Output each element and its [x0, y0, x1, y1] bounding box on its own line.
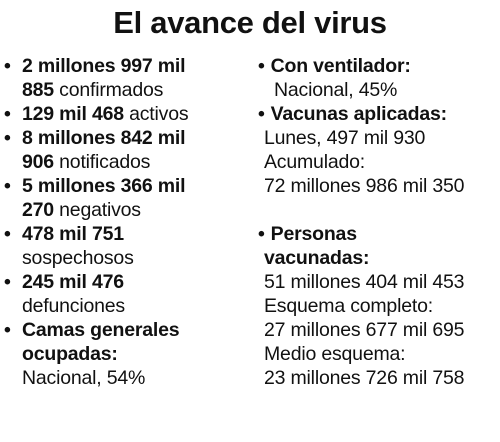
stat-heading: Vacunas aplicadas:	[270, 103, 448, 125]
stat-label: notificados	[53, 151, 151, 173]
stat-value: 129 mil 468	[22, 103, 124, 125]
stat-value: 245 mil 476	[22, 271, 124, 293]
stat-notificados: • 8 millones 842 mil 906 notificados	[4, 126, 248, 174]
stat-label: Lunes, 497 mil 930	[264, 127, 426, 149]
page-title: El avance del virus	[113, 5, 387, 40]
stat-heading: Camas generales	[22, 319, 180, 341]
right-column: • Con ventilador: Nacional, 45% • Vacunas …	[252, 54, 498, 390]
stat-value: 478 mil 751	[22, 223, 124, 245]
stat-label: Nacional, 54%	[22, 367, 146, 389]
stat-ventilador: • Con ventilador: Nacional, 45%	[252, 54, 498, 102]
bullet-icon: •	[4, 271, 11, 293]
stat-sospechosos: • 478 mil 751 sospechosos	[4, 222, 248, 270]
stat-label: Acumulado:	[264, 151, 365, 173]
stat-personas-vacunadas: • Personas vacunadas: 51 millones 404 mil…	[252, 222, 498, 390]
stat-heading: vacunadas:	[264, 247, 370, 269]
stat-value: 5 millones 366 mil	[22, 175, 186, 197]
bullet-icon: •	[4, 55, 11, 77]
stat-value: 72 millones 986 mil 350	[264, 175, 465, 197]
stat-heading: ocupadas:	[22, 343, 118, 365]
stat-label: activos	[123, 103, 189, 125]
stat-vacunas: • Vacunas aplicadas: Lunes, 497 mil 930 A…	[252, 102, 498, 198]
bullet-icon: •	[4, 103, 11, 125]
bullet-icon: •	[258, 103, 265, 125]
stat-label: defunciones	[22, 295, 125, 317]
stat-label: sospechosos	[22, 247, 134, 269]
stat-label: negativos	[53, 199, 141, 221]
stat-value: 270	[22, 199, 54, 221]
bullet-icon: •	[4, 127, 11, 149]
stat-value: 885	[22, 79, 54, 101]
stat-value: 23 millones 726 mil 758	[264, 367, 465, 389]
bullet-icon: •	[258, 223, 265, 245]
stat-label: Nacional, 45%	[274, 79, 398, 101]
stat-negativos: • 5 millones 366 mil 270 negativos	[4, 174, 248, 222]
stat-heading: Con ventilador:	[270, 55, 411, 77]
stat-value: 8 millones 842 mil	[22, 127, 186, 149]
stat-value: 906	[22, 151, 54, 173]
bullet-icon: •	[4, 175, 11, 197]
stat-activos: • 129 mil 468 activos	[4, 102, 248, 126]
stat-defunciones: • 245 mil 476 defunciones	[4, 270, 248, 318]
stat-confirmados: • 2 millones 997 mil 885 confirmados	[4, 54, 248, 102]
stat-value: 2 millones 997 mil	[22, 55, 186, 77]
stat-label: Esquema completo:	[264, 295, 433, 317]
stat-value: 51 millones 404 mil 453	[264, 271, 465, 293]
stat-camas-generales: • Camas generales ocupadas: Nacional, 54…	[4, 318, 248, 390]
stat-value: 27 millones 677 mil 695	[264, 319, 465, 341]
bullet-icon: •	[258, 55, 265, 77]
bullet-icon: •	[4, 223, 11, 245]
left-column: • 2 millones 997 mil 885 confirmados • 1…	[4, 54, 248, 390]
bullet-icon: •	[4, 319, 11, 341]
stat-label: confirmados	[53, 79, 164, 101]
stat-heading: Personas	[270, 223, 357, 245]
stat-label: Medio esquema:	[264, 343, 406, 365]
